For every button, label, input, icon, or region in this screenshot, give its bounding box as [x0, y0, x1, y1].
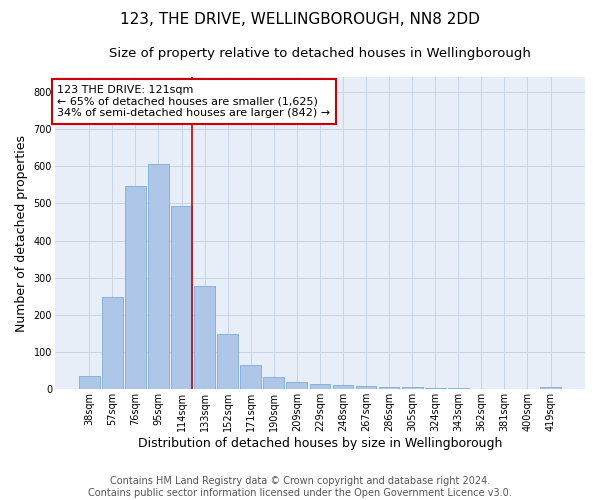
Title: Size of property relative to detached houses in Wellingborough: Size of property relative to detached ho… — [109, 48, 531, 60]
Bar — [332, 385, 353, 390]
Bar — [194, 286, 215, 390]
Bar — [102, 298, 123, 390]
Bar — [540, 387, 561, 390]
Bar — [379, 387, 400, 390]
Bar — [402, 388, 422, 390]
Text: 123, THE DRIVE, WELLINGBOROUGH, NN8 2DD: 123, THE DRIVE, WELLINGBOROUGH, NN8 2DD — [120, 12, 480, 28]
Text: 123 THE DRIVE: 121sqm
← 65% of detached houses are smaller (1,625)
34% of semi-d: 123 THE DRIVE: 121sqm ← 65% of detached … — [58, 85, 331, 118]
Bar — [425, 388, 446, 390]
Bar — [356, 386, 376, 390]
Text: Contains HM Land Registry data © Crown copyright and database right 2024.
Contai: Contains HM Land Registry data © Crown c… — [88, 476, 512, 498]
Bar — [286, 382, 307, 390]
Bar — [448, 388, 469, 390]
Bar — [79, 376, 100, 390]
Bar — [171, 206, 192, 390]
X-axis label: Distribution of detached houses by size in Wellingborough: Distribution of detached houses by size … — [138, 437, 502, 450]
Bar — [217, 334, 238, 390]
Bar — [241, 365, 261, 390]
Bar — [310, 384, 330, 390]
Bar — [125, 186, 146, 390]
Bar — [263, 378, 284, 390]
Bar — [471, 388, 492, 390]
Y-axis label: Number of detached properties: Number of detached properties — [15, 134, 28, 332]
Bar — [148, 164, 169, 390]
